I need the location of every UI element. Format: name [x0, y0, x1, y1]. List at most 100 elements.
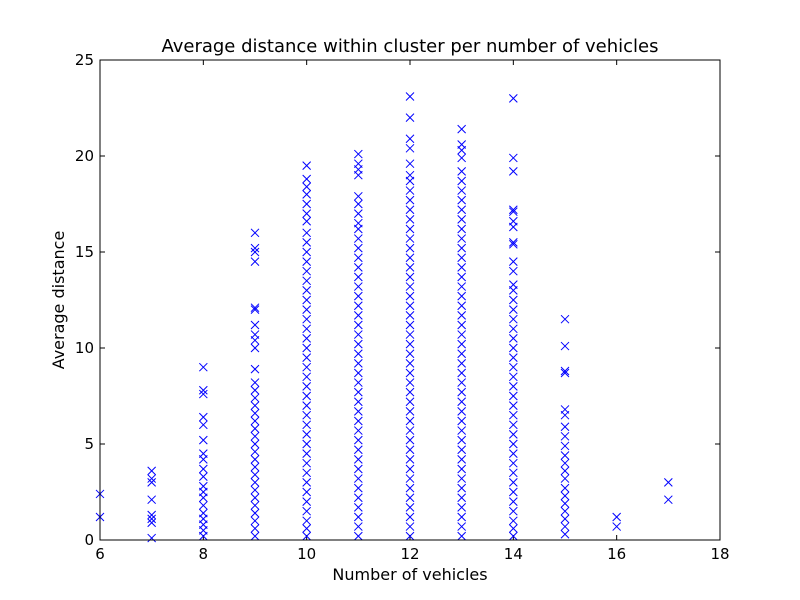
data-point [353, 199, 363, 209]
data-point [457, 195, 467, 205]
data-point [302, 391, 312, 401]
data-point [457, 186, 467, 195]
data-point [457, 378, 467, 387]
data-point [457, 205, 467, 215]
data-point [302, 362, 312, 372]
data-point [405, 159, 415, 169]
data-point [405, 359, 415, 368]
data-point [405, 416, 415, 426]
data-point [302, 266, 312, 276]
data-point [457, 263, 467, 272]
data-point [457, 224, 467, 234]
data-point [353, 253, 363, 263]
data-point [560, 314, 570, 324]
data-point [457, 167, 467, 176]
data-point [147, 495, 157, 505]
plot-frame [99, 59, 721, 541]
data-point [302, 531, 312, 541]
data-point [353, 445, 363, 455]
data-point [250, 393, 260, 403]
data-point [560, 466, 570, 476]
y-axis-ticks: 0 5 10 15 20 25 [75, 51, 720, 549]
data-point [457, 311, 467, 320]
data-point [250, 305, 260, 314]
data-point [508, 238, 518, 247]
data-point [405, 387, 415, 397]
data-point [353, 435, 363, 445]
data-point [508, 372, 518, 382]
data-point [302, 524, 312, 533]
data-point [560, 405, 570, 414]
data-point [405, 263, 415, 272]
data-point [353, 243, 363, 253]
data-point [353, 426, 363, 435]
data-point [508, 94, 518, 103]
data-point [353, 330, 363, 339]
data-point [508, 506, 518, 516]
data-point [508, 205, 518, 215]
data-point [457, 407, 467, 416]
data-point [560, 522, 570, 531]
data-point [353, 218, 363, 228]
chart-title: Average distance within cluster per numb… [161, 36, 658, 57]
data-point [560, 529, 570, 539]
data-point [405, 143, 415, 153]
data-point [612, 512, 622, 522]
data-point [353, 512, 363, 522]
data-point [508, 295, 518, 305]
data-point [353, 191, 363, 201]
data-point [353, 209, 363, 218]
data-point [302, 190, 312, 199]
data-point [250, 501, 260, 510]
data-point [250, 320, 260, 330]
data-point [302, 228, 312, 238]
data-point [405, 407, 415, 416]
data-point [302, 478, 312, 487]
data-point [302, 257, 312, 266]
data-point [302, 305, 312, 314]
data-point [457, 445, 467, 455]
data-point [302, 209, 312, 218]
data-point [250, 455, 260, 464]
data-point [457, 493, 467, 503]
data-point [250, 524, 260, 533]
data-point [405, 170, 415, 180]
data-point [405, 320, 415, 330]
data-point [457, 359, 467, 368]
data-point [302, 449, 312, 458]
data-point [302, 324, 312, 334]
data-point [405, 330, 415, 339]
data-point [508, 439, 518, 449]
data-point [250, 303, 260, 313]
data-point [457, 522, 467, 531]
data-point [302, 334, 312, 343]
data-point [302, 506, 312, 516]
data-point [508, 324, 518, 334]
data-point [198, 420, 208, 430]
data-point [405, 215, 415, 224]
data-point [457, 426, 467, 435]
data-point [250, 228, 260, 238]
data-point [302, 276, 312, 286]
data-point [302, 295, 312, 305]
data-point [560, 422, 570, 432]
data-point [353, 455, 363, 464]
data-point [198, 435, 208, 445]
data-point [405, 531, 415, 541]
data-point [508, 410, 518, 420]
data-point [457, 483, 467, 493]
data-point [353, 368, 363, 378]
data-point [405, 368, 415, 378]
y-tick-label: 5 [84, 435, 94, 453]
data-point [147, 514, 157, 524]
data-point [302, 343, 312, 353]
data-point [302, 216, 312, 226]
data-point [405, 301, 415, 311]
data-point [250, 408, 260, 418]
data-point [508, 216, 518, 226]
data-point [198, 362, 208, 372]
data-point [353, 282, 363, 291]
y-tick-label: 20 [75, 147, 94, 165]
data-point [508, 266, 518, 276]
y-tick-label: 0 [84, 531, 94, 549]
